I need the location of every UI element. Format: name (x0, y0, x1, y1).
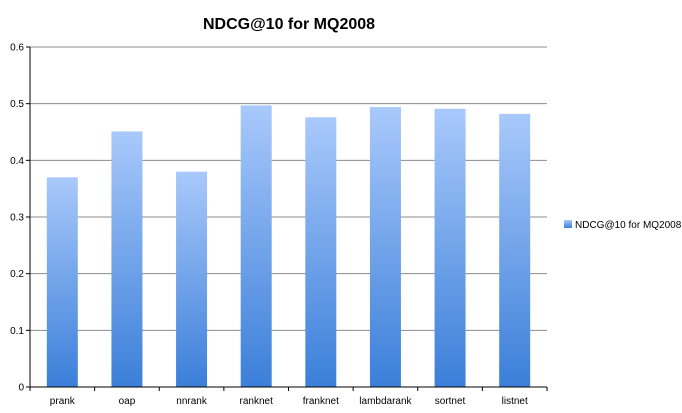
x-tick-label-listnet: listnet (502, 396, 528, 407)
chart-title: NDCG@10 for MQ2008 (203, 16, 375, 33)
bar-ranknet (240, 105, 272, 387)
y-tick-label-1: 0.1 (10, 326, 24, 337)
bar-oap (111, 131, 143, 387)
bar-sortnet (434, 108, 466, 388)
x-tick-label-franknet: franknet (303, 396, 339, 407)
x-tick-label-ranknet: ranknet (240, 396, 274, 407)
x-tick-label-lambdarank: lambdarank (359, 396, 412, 407)
y-axis-tick-labels: 0 0.1 0.2 0.3 0.4 0.5 0.6 (10, 43, 24, 394)
x-tick-label-prank: prank (50, 396, 76, 407)
x-tick-label-nnrank: nnrank (176, 396, 208, 407)
y-tick-label-6: 0.6 (10, 43, 24, 54)
bar-prank (46, 177, 78, 387)
bar-franknet (305, 117, 337, 388)
bar-lambdarank (369, 107, 401, 388)
y-tick-label-3: 0.3 (10, 213, 24, 224)
y-tick-label-4: 0.4 (10, 156, 24, 167)
y-tick-label-5: 0.5 (10, 99, 24, 110)
x-axis-tick-labels: prank oap nnrank ranknet franknet lambdarank s… (50, 396, 528, 407)
x-tick-label-oap: oap (119, 396, 136, 407)
y-tick-label-2: 0.2 (10, 269, 24, 280)
bar-nnrank (176, 171, 208, 387)
axes (26, 46, 548, 391)
legend-swatch (564, 220, 572, 228)
gridlines (30, 46, 547, 331)
bars (46, 105, 531, 388)
y-tick-label-0: 0 (18, 383, 24, 394)
legend-label: NDCG@10 for MQ2008 (575, 220, 682, 231)
bar-listnet (499, 113, 531, 387)
legend: NDCG@10 for MQ2008 (564, 220, 682, 231)
x-tick-label-sortnet: sortnet (435, 396, 466, 407)
